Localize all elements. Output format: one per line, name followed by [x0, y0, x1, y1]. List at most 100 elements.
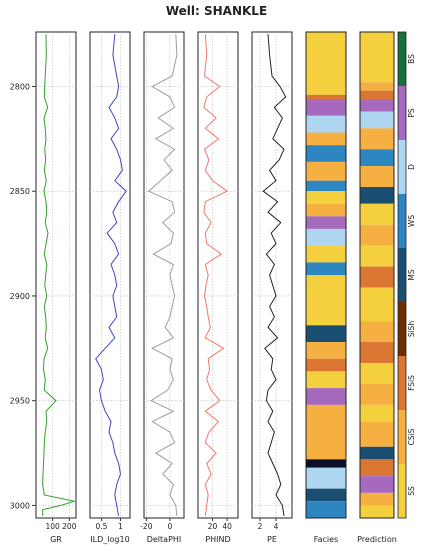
facies-interval [360, 321, 394, 343]
colorbar-swatch [398, 140, 406, 194]
facies-interval [306, 501, 346, 518]
facies-interval [360, 383, 394, 405]
x-tick-label: 20 [208, 522, 218, 531]
colorbar-label: MS [407, 269, 416, 280]
colorbar-label: PS [407, 108, 416, 118]
x-tick-label: 0.5 [95, 522, 107, 531]
track-frame [251, 31, 293, 519]
x-tick-label: 0 [167, 522, 172, 531]
facies-frame [305, 31, 347, 519]
facies-interval [360, 287, 394, 322]
facies-interval [360, 421, 394, 447]
x-tick-label: 2 [258, 522, 263, 531]
facies-interval [360, 99, 394, 112]
track-label: GR [50, 535, 62, 544]
chart-title: Well: SHANKLE [165, 4, 268, 18]
facies-interval [360, 404, 394, 422]
colorbar-label: WS [407, 215, 416, 227]
facies-interval [360, 459, 394, 477]
facies-interval [306, 245, 346, 263]
facies-interval [306, 404, 346, 460]
facies-interval [360, 446, 394, 460]
facies-interval [306, 99, 346, 116]
facies-interval [306, 86, 346, 95]
facies-colorbar: BS PS D WS MS SiSh FSiS CSiS SS [397, 31, 416, 519]
colorbar-swatch [398, 86, 406, 140]
facies-interval [306, 145, 346, 162]
track-frame [197, 31, 239, 519]
depth-tick-label: 2850 [10, 187, 30, 196]
colorbar-swatch [398, 410, 406, 464]
track-deltaphi: -20 0 DeltaPHI [140, 31, 185, 544]
facies-interval [306, 203, 346, 217]
facies-interval [306, 115, 346, 133]
facies-interval [360, 187, 394, 204]
depth-tick-label: 2950 [10, 397, 30, 406]
colorbar-label: SS [407, 486, 416, 496]
facies-interval [306, 275, 346, 326]
x-tick-label: -20 [140, 522, 152, 531]
facies-interval [306, 325, 346, 343]
facies-interval [306, 94, 346, 100]
facies-interval [360, 476, 394, 493]
facies-interval [360, 245, 394, 267]
curve-gr [42, 34, 77, 516]
facies-interval [360, 149, 394, 167]
facies-interval [360, 342, 394, 363]
curve-phind [203, 34, 229, 516]
facies-interval [360, 224, 394, 246]
track-phind: 20 40 PHIND [197, 31, 239, 544]
facies-interval [306, 216, 346, 229]
facies-interval [360, 32, 394, 83]
facies-interval [306, 488, 346, 502]
facies-track-facies: Facies [305, 31, 347, 544]
facies-track-prediction: Prediction [357, 31, 397, 544]
facies-interval [360, 128, 394, 150]
facies-interval [306, 161, 346, 181]
facies-interval [306, 228, 346, 246]
x-tick-label: 200 [62, 522, 77, 531]
facies-interval [360, 492, 394, 506]
depth-tick-label: 2900 [10, 292, 30, 301]
facies-interval [360, 505, 394, 518]
x-tick-label: 100 [46, 522, 61, 531]
facies-label: Prediction [357, 535, 397, 544]
track-pe: 2 4 PE [251, 31, 293, 544]
colorbar-label: BS [407, 54, 416, 64]
track-label: PHIND [205, 535, 230, 544]
curve-pe [262, 34, 287, 516]
x-tick-label: 40 [222, 522, 232, 531]
colorbar-frame [397, 31, 407, 519]
track-frame [35, 31, 77, 519]
facies-interval [360, 266, 394, 288]
colorbar-label: CSiS [407, 428, 416, 445]
colorbar-swatch [398, 248, 406, 302]
depth-tick-label: 2800 [10, 82, 30, 91]
curve-deltaphi [147, 34, 178, 516]
facies-interval [360, 111, 394, 129]
facies-interval [306, 358, 346, 372]
facies-interval [360, 90, 394, 100]
facies-interval [306, 191, 346, 204]
facies-interval [360, 203, 394, 225]
facies-interval [306, 132, 346, 146]
colorbar-label: FSiS [407, 375, 416, 391]
facies-interval [360, 166, 394, 188]
track-label: PE [267, 535, 277, 544]
facies-interval [306, 371, 346, 389]
x-tick-label: 1 [118, 522, 123, 531]
facies-interval [306, 388, 346, 405]
depth-tick-label: 3000 [10, 501, 30, 510]
colorbar-swatch [398, 302, 406, 356]
facies-interval [306, 459, 346, 468]
track-frame [89, 31, 131, 519]
facies-interval [360, 82, 394, 91]
facies-interval [306, 262, 346, 275]
colorbar-label: D [407, 164, 416, 170]
colorbar-swatch [398, 356, 406, 410]
curve-ild-log10 [95, 34, 127, 516]
facies-label: Facies [314, 535, 338, 544]
track-label: DeltaPHI [147, 535, 182, 544]
